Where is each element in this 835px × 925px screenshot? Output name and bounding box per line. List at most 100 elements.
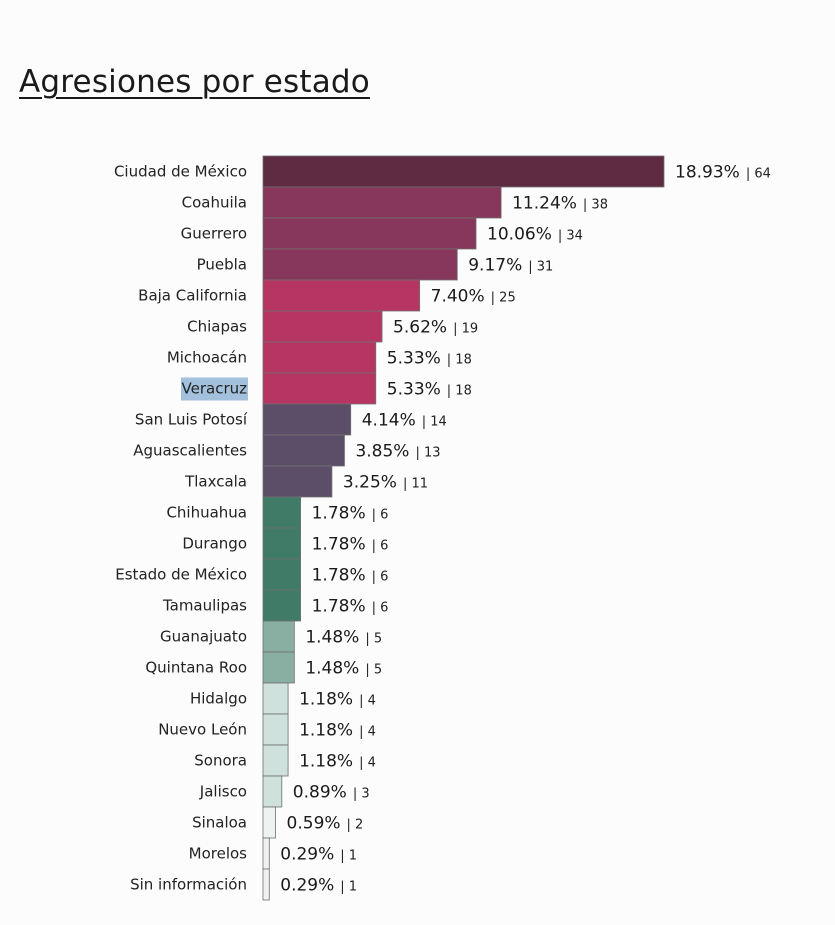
value-label: 1.18% | 4	[299, 752, 376, 772]
count-label: | 4	[359, 725, 376, 740]
percent-label: 5.33%	[387, 380, 441, 400]
percent-label: 18.93%	[675, 163, 740, 183]
count-label: | 3	[353, 787, 370, 802]
value-label: 1.78% | 6	[312, 504, 389, 524]
value-label: 9.17% | 31	[468, 256, 553, 276]
count-label: | 13	[415, 446, 440, 461]
value-label: 1.78% | 6	[312, 597, 389, 617]
count-label: | 1	[340, 880, 357, 895]
count-label: | 5	[365, 663, 382, 678]
value-label: 0.89% | 3	[293, 783, 370, 803]
value-label: 5.62% | 19	[393, 318, 478, 338]
percent-label: 1.18%	[299, 690, 353, 710]
count-label: | 19	[453, 322, 478, 337]
bar	[262, 713, 289, 746]
percent-label: 5.62%	[393, 318, 447, 338]
bar	[262, 651, 295, 684]
count-label: | 11	[403, 477, 428, 492]
percent-label: 4.14%	[362, 411, 416, 431]
bar	[262, 403, 352, 436]
value-label: 18.93% | 64	[675, 163, 771, 183]
count-label: | 1	[340, 849, 357, 864]
bar	[262, 248, 458, 281]
percent-label: 3.25%	[343, 473, 397, 493]
percent-label: 1.78%	[312, 535, 366, 555]
category-label: Morelos	[189, 845, 248, 863]
percent-label: 5.33%	[387, 349, 441, 369]
category-label: San Luis Potosí	[135, 411, 248, 429]
percent-label: 3.85%	[355, 442, 409, 462]
value-label: 1.18% | 4	[299, 721, 376, 741]
value-label: 1.48% | 5	[305, 659, 382, 679]
percent-label: 10.06%	[487, 225, 552, 245]
category-label: Guanajuato	[160, 628, 247, 646]
value-label: 7.40% | 25	[431, 287, 516, 307]
count-label: | 6	[372, 539, 389, 554]
count-label: | 31	[528, 260, 553, 275]
category-label: Chihuahua	[166, 504, 247, 522]
value-label: 3.85% | 13	[355, 442, 440, 462]
count-label: | 4	[359, 756, 376, 771]
category-label: Sinaloa	[192, 814, 247, 832]
bar	[262, 310, 383, 343]
count-label: | 14	[422, 415, 447, 430]
category-label: Coahuila	[182, 194, 247, 212]
category-label: Sin información	[130, 876, 247, 894]
category-label: Nuevo León	[158, 721, 247, 739]
count-label: | 18	[447, 353, 472, 368]
percent-label: 9.17%	[468, 256, 522, 276]
category-label: Sonora	[194, 752, 247, 770]
bar	[262, 341, 377, 374]
bar	[262, 558, 301, 591]
bar	[262, 806, 276, 839]
value-label: 1.78% | 6	[312, 535, 389, 555]
count-label: | 2	[347, 818, 364, 833]
percent-label: 1.18%	[299, 721, 353, 741]
category-label: Jalisco	[199, 783, 247, 801]
category-label: Puebla	[197, 256, 247, 274]
value-label: 0.29% | 1	[280, 876, 357, 896]
percent-label: 0.59%	[287, 814, 341, 834]
category-highlight	[181, 377, 248, 401]
count-label: | 5	[365, 632, 382, 647]
value-label: 1.18% | 4	[299, 690, 376, 710]
bar	[262, 527, 301, 560]
bar	[262, 217, 477, 250]
percent-label: 1.78%	[312, 597, 366, 617]
value-label: 5.33% | 18	[387, 380, 472, 400]
bar	[262, 434, 345, 467]
count-label: | 6	[372, 508, 389, 523]
value-label: 0.59% | 2	[287, 814, 364, 834]
percent-label: 1.78%	[312, 504, 366, 524]
category-label: Quintana Roo	[145, 659, 247, 677]
count-label: | 6	[372, 570, 389, 585]
percent-label: 1.48%	[305, 628, 359, 648]
count-label: | 25	[491, 291, 516, 306]
value-label: 11.24% | 38	[512, 194, 608, 214]
bar	[262, 279, 421, 312]
count-label: | 18	[447, 384, 472, 399]
bar	[262, 465, 333, 498]
bar	[262, 186, 502, 219]
bar	[262, 775, 283, 808]
bar	[262, 837, 270, 870]
category-label: Tlaxcala	[184, 473, 247, 491]
percent-label: 7.40%	[431, 287, 485, 307]
value-label: 5.33% | 18	[387, 349, 472, 369]
count-label: | 64	[746, 167, 771, 182]
percent-label: 0.29%	[280, 845, 334, 865]
chart-title: Agresiones por estado	[19, 64, 370, 100]
bar	[262, 868, 270, 901]
value-label: 4.14% | 14	[362, 411, 447, 431]
bar	[262, 496, 301, 529]
bar	[262, 589, 301, 622]
category-label: Aguascalientes	[133, 442, 247, 460]
percent-label: 1.18%	[299, 752, 353, 772]
value-label: 0.29% | 1	[280, 845, 357, 865]
category-label: Tamaulipas	[162, 597, 247, 615]
percent-label: 11.24%	[512, 194, 577, 214]
percent-label: 1.78%	[312, 566, 366, 586]
bar	[262, 155, 665, 188]
bar	[262, 744, 289, 777]
